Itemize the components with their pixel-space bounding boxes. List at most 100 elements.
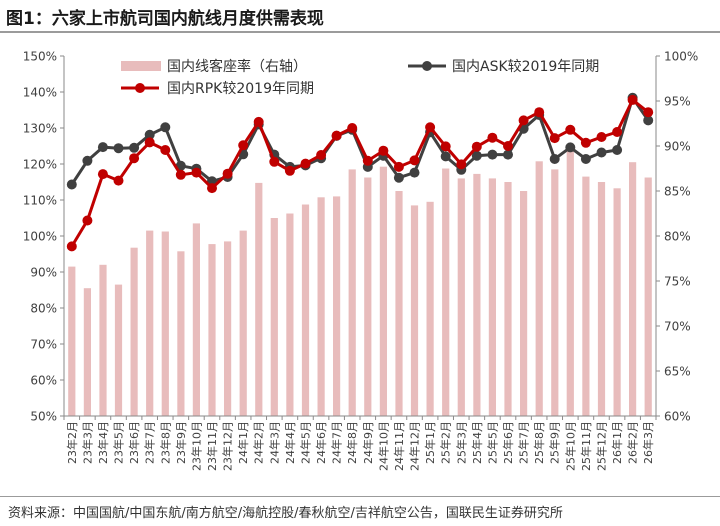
ask-point [82,155,93,166]
right-tick-label: 65% [664,365,691,379]
rpk-point [425,122,436,133]
x-tick-label: 25年3月 [454,421,468,464]
rpk-point [580,137,591,148]
rpk-point [82,215,93,226]
rpk-point [207,183,217,194]
bar-load-factor [192,223,200,416]
bar-load-factor [301,204,310,416]
legend-label-load-factor: 国内线客座率（右轴） [167,58,307,75]
right-tick-label: 90% [664,140,691,154]
line-series [66,92,654,252]
x-tick-label: 26年1月 [610,421,624,464]
rpk-point [191,167,202,178]
bar-load-factor [395,191,403,416]
bar-load-factor [629,162,637,416]
rpk-point [393,161,404,172]
x-axis-ticks: 23年2月 23年3月 23年4月 23年5月 23年6月 23年7月 23年8月 23年9月… [63,416,657,471]
rpk-point [378,145,389,156]
left-axis-ticks: 50% 60% 70% 80% 90% 100% 110% 120% 130% 140% 150% [23,50,64,424]
x-tick-label: 24年1月 [236,421,250,464]
rpk-point [331,130,342,141]
x-tick-label: 23年8月 [158,421,172,464]
legend-marker-rpk [135,83,145,93]
rpk-point [549,133,560,144]
rpk-point [347,123,358,133]
bar-load-factor [130,247,138,416]
ask-point [160,122,171,133]
x-tick-label: 25年2月 [439,421,453,464]
bar-load-factor [177,251,185,416]
bar-load-factor [114,284,123,416]
legend-marker-ask [422,61,432,71]
x-tick-label: 23年3月 [80,421,94,464]
bar-series-load-factor [68,150,652,416]
bar-load-factor [520,191,528,416]
right-tick-label: 70% [664,320,691,334]
x-tick-label: 24年5月 [299,421,313,464]
left-tick-label: 100% [23,230,57,244]
ask-point [471,150,482,161]
bar-load-factor [348,169,356,416]
ask-point [580,154,591,164]
x-tick-label: 25年6月 [501,421,515,464]
bar-load-factor [255,182,263,416]
rpk-point [487,132,498,143]
rpk-point [627,94,638,105]
bar-load-factor [644,177,652,416]
rpk-point [284,165,295,176]
rpk-point [129,153,140,164]
ask-point [549,154,560,164]
legend-label-ask: 国内ASK较2019年同期 [452,59,599,75]
right-tick-label: 85% [664,185,691,199]
x-tick-label: 25年11月 [579,421,593,471]
figure-title: 图1：六家上市航司国内航线月度供需表现 [6,9,324,29]
ask-point [612,145,623,155]
x-tick-label: 25年8月 [532,421,546,464]
rpk-point [300,158,311,169]
rpk-point [565,124,576,135]
bar-load-factor [457,178,465,416]
x-tick-label: 24年6月 [314,421,328,464]
x-tick-label: 24年12月 [408,421,422,471]
rpk-point [518,115,529,126]
rpk-point [97,169,108,180]
bar-load-factor [270,218,278,416]
bar-load-factor [551,169,559,416]
x-tick-label: 23年12月 [221,421,235,471]
x-tick-label: 26年2月 [626,421,640,464]
ask-point [503,149,513,160]
x-tick-label: 23年10月 [189,421,203,471]
x-tick-label: 24年3月 [267,421,281,464]
ask-point [643,115,654,126]
rpk-point [534,107,545,118]
rpk-point [113,175,124,186]
x-tick-label: 25年7月 [517,421,531,464]
rpk-point [612,127,623,137]
bar-load-factor [535,161,543,416]
ask-point [97,142,108,153]
rpk-point [409,155,420,166]
legend: 国内线客座率（右轴） 国内ASK较2019年同期 国内RPK较2019年同期 [121,58,599,97]
bar-load-factor [99,264,107,416]
rpk-line [70,98,650,248]
bar-load-factor [379,166,387,416]
title-divider [0,31,720,33]
combo-chart: 50%60%70%80%90%100%110%120%130%140%150% … [23,50,699,472]
bar-load-factor [473,173,481,416]
rpk-point [503,141,513,151]
x-tick-label: 23年11月 [205,421,219,471]
bar-load-factor [504,182,512,416]
ask-point [144,129,155,140]
x-tick-label: 25年10月 [563,421,577,471]
left-tick-label: 120% [23,158,57,172]
x-tick-label: 26年3月 [641,421,655,464]
x-tick-label: 24年2月 [252,421,266,464]
ask-point [129,142,140,153]
bar-load-factor [364,177,372,416]
left-tick-label: 90% [30,266,57,280]
x-tick-label: 23年4月 [96,421,110,464]
right-tick-label: 100% [664,50,698,64]
x-tick-label: 23年9月 [174,421,188,464]
x-tick-label: 24年9月 [361,421,375,464]
rpk-point [160,145,171,155]
